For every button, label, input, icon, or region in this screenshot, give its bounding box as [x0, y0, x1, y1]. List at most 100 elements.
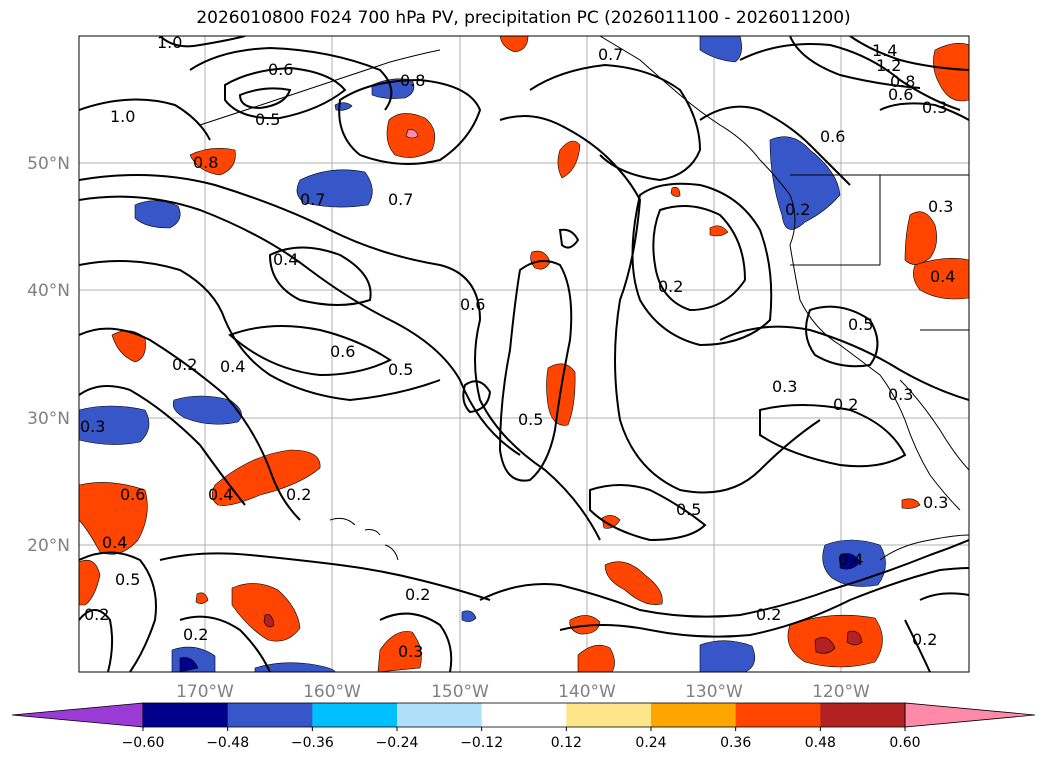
precip-blob	[670, 187, 681, 197]
pv-contour	[79, 327, 301, 521]
colorbar-tick-label: 0.24	[635, 735, 666, 751]
pv-contour	[79, 174, 601, 541]
colorbar-segments	[11, 702, 1036, 728]
map-area	[79, 36, 969, 672]
contour-label: 0.6	[120, 485, 145, 504]
colorbar-extend-max	[904, 702, 1036, 728]
latitude-label: 20°N	[27, 536, 70, 556]
pv-contour	[719, 325, 969, 401]
longitude-labels: 170°W 160°W 150°W 140°W 130°W 120°W	[176, 682, 870, 702]
coastline-mexico	[879, 379, 969, 561]
pv-contour	[529, 63, 702, 182]
colorbar-extend-min	[11, 702, 144, 728]
contour-label: 0.3	[888, 385, 913, 404]
precip-blob	[557, 140, 581, 179]
precip-blob	[787, 614, 883, 668]
pv-contour	[238, 87, 292, 110]
contour-label: 0.6	[330, 342, 355, 361]
colorbar-segment	[397, 703, 483, 727]
precip-blob	[601, 515, 621, 529]
pv-contour	[268, 246, 372, 306]
longitude-label: 160°W	[303, 682, 361, 702]
longitude-label: 170°W	[176, 682, 234, 702]
contour-label: 0.4	[838, 550, 863, 569]
contour-label: 1.2	[876, 56, 901, 75]
contour-label: 0.4	[220, 357, 245, 376]
contour-label: 0.3	[772, 377, 797, 396]
precip-blob	[111, 330, 146, 363]
map-title: 2026010800 F024 700 hPa PV, precipitatio…	[196, 8, 851, 28]
pv-contour	[479, 539, 969, 618]
precip-blob	[577, 644, 615, 672]
pv-contour	[558, 228, 580, 249]
colorbar-segment	[735, 703, 821, 727]
pv-contour	[79, 98, 211, 141]
longitude-label: 130°W	[685, 682, 743, 702]
map-frame	[78, 35, 970, 673]
contour-label: 0.6	[888, 85, 913, 104]
precip-blob	[377, 631, 422, 672]
precip-blob	[913, 258, 969, 300]
contour-label: 1.0	[110, 107, 135, 126]
precip-blob	[189, 148, 236, 176]
contour-label: 0.7	[598, 45, 623, 64]
precip-blob	[933, 43, 969, 102]
contour-label: 0.6	[460, 295, 485, 314]
pv-contour	[499, 115, 821, 494]
pv-contour	[559, 567, 969, 638]
contour-label: 0.2	[183, 625, 208, 644]
precip-blob	[405, 129, 419, 139]
pv-contour	[79, 551, 157, 672]
pv-contour	[699, 105, 851, 186]
contour-label: 0.5	[848, 315, 873, 334]
precip-blob	[79, 559, 101, 606]
precip-blob	[263, 614, 275, 628]
precip-blob	[79, 405, 150, 445]
pv-contour	[462, 380, 492, 414]
precip-blob	[699, 36, 742, 63]
precip-blob	[461, 610, 477, 622]
contour-label: 0.5	[518, 410, 543, 429]
contour-labels: 1.0 0.6 0.5 0.8 0.7 1.4 1.2 0.8 0.6 0.3 …	[80, 33, 955, 661]
contour-label: 0.2	[405, 585, 430, 604]
contour-label: 0.2	[756, 605, 781, 624]
colorbar-segment	[143, 703, 229, 727]
pv-contour	[631, 182, 773, 347]
precip-blob	[231, 583, 301, 642]
pv-contour	[189, 46, 393, 111]
colorbar-segment	[651, 703, 737, 727]
colorbar-tick-label: −0.24	[376, 735, 419, 751]
contour-label: 1.0	[157, 33, 182, 52]
contour-label: 0.8	[193, 153, 218, 172]
colorbar-tick-label: 0.12	[551, 735, 582, 751]
colorbar-segment	[820, 703, 906, 727]
pv-contour	[228, 325, 392, 377]
precip-blob	[134, 200, 181, 229]
precip-blob	[254, 662, 336, 672]
contour-label: 1.4	[872, 41, 897, 60]
contour-label: 0.7	[388, 190, 413, 209]
precip-blob	[530, 250, 551, 270]
colorbar-tick-label: 0.36	[720, 735, 751, 751]
pv-contour	[904, 619, 931, 672]
contour-label: 0.4	[930, 267, 955, 286]
longitude-label: 120°W	[812, 682, 870, 702]
contour-label: 0.5	[676, 500, 701, 519]
precip-blob	[79, 482, 148, 555]
precip-blob	[901, 498, 921, 509]
colorbar-frame	[142, 702, 906, 728]
colorbar-tick-label: −0.48	[206, 735, 249, 751]
precip-blob	[709, 225, 729, 237]
latitude-label: 50°N	[27, 154, 70, 174]
precip-blob	[499, 36, 529, 53]
pv-contour	[589, 484, 707, 542]
contour-label: 0.2	[172, 355, 197, 374]
colorbar-segment	[566, 703, 652, 727]
pv-contour	[79, 260, 441, 402]
pv-contour	[79, 195, 521, 456]
contour-label: 0.3	[922, 98, 947, 117]
precip-blob	[172, 395, 242, 425]
precip-blob	[846, 630, 863, 646]
contour-label: 0.2	[84, 605, 109, 624]
pv-contour	[789, 36, 921, 89]
